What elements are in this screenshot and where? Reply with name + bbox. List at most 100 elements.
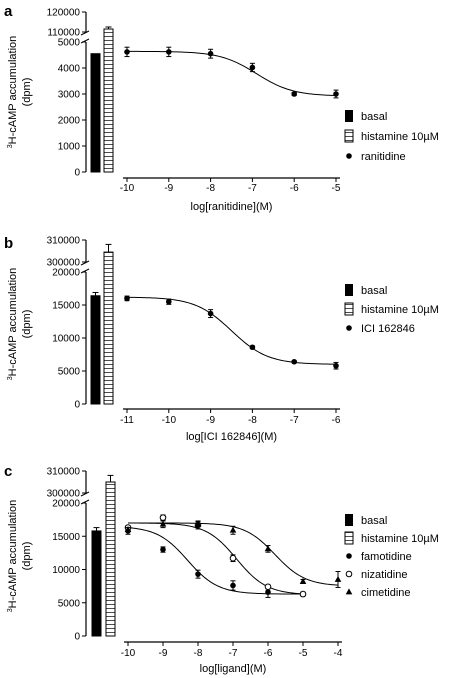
y-axis-label-main: H-cAMP accumulation [7,36,19,145]
y-tick-label: 300000 [47,489,81,500]
data-point [124,49,130,55]
y-tick-label: 0 [74,168,80,179]
x-tick-label: -9 [164,183,173,194]
legend-marker [345,570,353,578]
legend-swatch-histamine [344,129,354,143]
legend-marker [346,325,352,331]
y-tick-label: 5000 [58,38,81,49]
x-tick-label: -5 [332,183,341,194]
panel-c: c 3H-cAMP accumulation (dpm) 0 5000 10000 1500… [4,463,439,675]
y-tick-label: 5000 [58,598,81,609]
legend-swatch-histamine [344,531,354,545]
x-tick-label: -4 [334,648,343,659]
y-tick-label: 15000 [52,301,80,312]
legend-marker [346,553,352,559]
x-tick-label: -8 [194,648,203,659]
x-tick-label: -8 [206,183,215,194]
fit-curve-ici-162846 [126,296,337,365]
axis-break-mark [80,491,90,497]
y-tick-label: 20000 [52,499,80,510]
panel-letter: a [4,3,13,20]
y-tick-label: 15000 [52,532,80,543]
legend-swatch-basal [345,110,353,122]
y-axis-label: 3H-cAMP accumulation [7,36,19,149]
legend-label: ranitidine [361,151,406,163]
y-tick-label: 300000 [47,258,81,269]
data-point [160,546,166,553]
legend-label: basal [361,111,387,123]
x-axis-label: log[ligand](M) [200,663,267,675]
data-point [264,583,272,591]
y-axis-label-main: H-cAMP accumulation [7,268,19,377]
data-point [207,50,214,57]
x-tick-label: -7 [248,183,257,194]
x-tick-label: -8 [248,415,257,426]
x-tick-label: -7 [290,415,299,426]
legend-label: basal [361,285,387,297]
x-tick-label: -9 [159,648,168,659]
x-tick-label: -9 [206,415,215,426]
data-point [291,358,298,365]
data-point [194,520,202,527]
panel-letter: b [4,235,13,252]
y-axis-label-superscript: 3 [7,608,14,612]
data-point [333,91,339,97]
legend-label: ICI 162846 [361,323,415,335]
y-axis-label-main: H-cAMP accumulation [7,500,19,609]
legend-swatch-histamine [344,302,354,316]
data-point [249,64,256,71]
x-tick-label: -6 [264,648,273,659]
x-tick-label: -10 [162,415,177,426]
data-point [333,362,339,369]
bar-histamine [105,481,116,637]
legend-label: histamine 10µM [361,304,439,316]
data-point [124,295,130,302]
legend-label: famotidine [361,551,412,563]
x-tick-label: -6 [290,183,299,194]
x-tick-label: -10 [121,648,136,659]
x-tick-label: -6 [332,415,341,426]
y-tick-label: 110000 [47,28,80,39]
axis-break-mark [80,30,90,36]
y-tick-label: 5000 [58,367,81,378]
legend-swatch-basal [345,514,353,526]
y-tick-label: 310000 [47,467,81,478]
y-tick-label: 0 [74,632,80,643]
y-tick-label: 1000 [58,142,81,153]
legend-label: histamine 10µM [361,131,439,143]
fit-curve-famotidine [127,527,303,595]
bar-histamine [103,28,114,173]
data-point [299,590,307,598]
data-point [249,344,256,351]
y-axis-unit: (dpm) [21,542,33,571]
data-point [299,577,307,584]
data-point [230,582,236,589]
legend-label: cimetidine [361,587,411,599]
y-tick-label: 2000 [58,116,81,127]
data-point [124,526,132,532]
data-point [195,571,201,577]
data-point [291,91,298,97]
y-axis-label-superscript: 3 [7,376,14,380]
y-tick-label: 10000 [52,334,80,345]
x-tick-label: -7 [229,648,238,659]
legend-swatch-basal [345,284,353,296]
bar-basal [90,295,101,405]
y-tick-label: 0 [74,400,80,411]
y-tick-label: 10000 [52,565,80,576]
data-point [166,298,172,305]
y-tick-label: 4000 [58,64,81,75]
x-tick-label: -5 [299,648,308,659]
x-tick-label: -11 [120,415,134,426]
panel-a: a 3H-cAMP accumulation (dpm) 0 1000 2000 3000 4… [4,3,439,213]
legend-label: basal [361,515,387,527]
fit-curve-ranitidine [127,50,337,97]
y-tick-label: 3000 [58,90,81,101]
data-point [207,310,214,317]
data-point [264,545,272,552]
y-axis-unit: (dpm) [21,310,33,339]
bar-histamine [103,251,114,405]
legend-marker [345,588,353,595]
bar-basal [90,53,101,173]
data-point [334,575,342,582]
